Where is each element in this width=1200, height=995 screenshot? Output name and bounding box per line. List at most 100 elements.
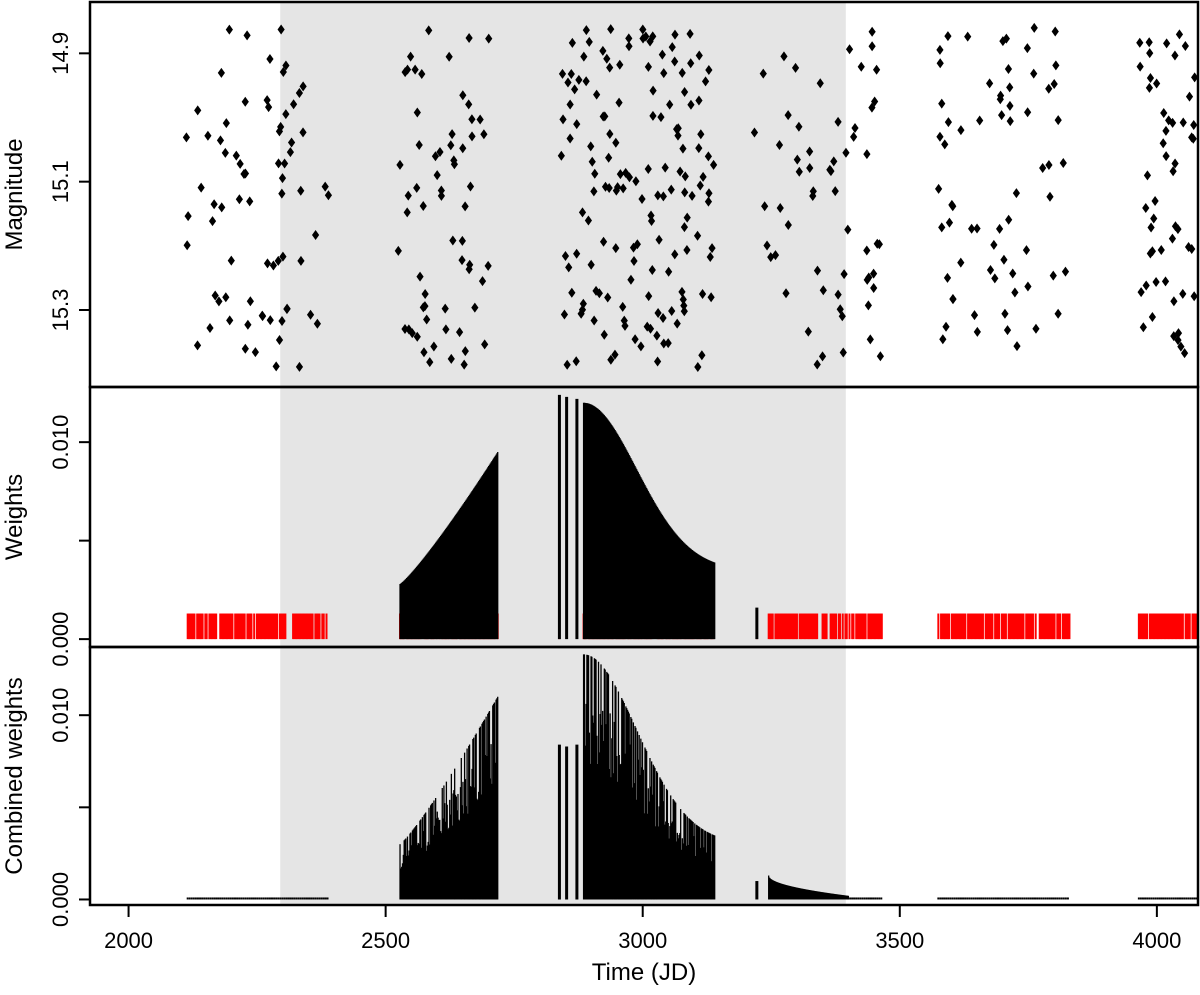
data-point xyxy=(275,334,284,345)
data-point xyxy=(863,149,871,160)
data-point xyxy=(587,141,595,152)
data-point xyxy=(208,216,217,227)
data-point xyxy=(678,67,686,78)
data-point xyxy=(631,334,639,345)
data-point xyxy=(1190,119,1198,130)
data-point xyxy=(941,139,949,150)
data-point xyxy=(216,135,225,146)
data-point xyxy=(698,350,706,361)
data-point xyxy=(222,118,230,129)
data-point xyxy=(572,356,580,367)
data-point xyxy=(619,301,627,312)
data-point xyxy=(600,329,608,340)
data-point xyxy=(225,24,233,35)
data-point xyxy=(795,166,803,177)
data-point xyxy=(476,114,484,125)
data-point xyxy=(263,95,271,106)
data-point xyxy=(938,222,946,233)
data-point xyxy=(1177,341,1185,352)
data-point xyxy=(413,107,421,118)
data-point xyxy=(431,151,440,162)
data-point xyxy=(1136,61,1144,72)
data-point xyxy=(585,36,593,47)
data-point xyxy=(1013,341,1021,352)
panel-frames xyxy=(88,0,1200,907)
data-point xyxy=(871,96,879,107)
data-point xyxy=(197,182,205,193)
data-point xyxy=(246,296,254,307)
data-point xyxy=(844,224,852,235)
data-point xyxy=(705,188,713,199)
data-point xyxy=(1150,213,1158,224)
data-point xyxy=(263,258,272,269)
data-point xyxy=(957,125,965,136)
data-point xyxy=(681,187,689,198)
data-point xyxy=(1181,41,1189,52)
data-point xyxy=(1170,296,1178,307)
data-point xyxy=(403,64,412,75)
data-point xyxy=(321,181,329,192)
data-point xyxy=(235,194,243,205)
data-point xyxy=(1185,91,1194,102)
data-point xyxy=(425,25,433,36)
data-point xyxy=(218,202,226,213)
data-point xyxy=(484,260,492,271)
data-point xyxy=(759,68,767,79)
data-point xyxy=(676,166,684,177)
data-point xyxy=(571,84,579,95)
data-point xyxy=(404,190,412,201)
data-point xyxy=(761,201,769,212)
data-point xyxy=(579,298,587,309)
data-point xyxy=(763,240,771,251)
data-point xyxy=(1190,291,1198,302)
data-point xyxy=(561,250,570,261)
data-point xyxy=(1152,277,1160,288)
data-point xyxy=(420,347,428,358)
data-point xyxy=(558,68,567,79)
data-point xyxy=(1023,43,1031,54)
data-point xyxy=(560,309,569,320)
data-point xyxy=(182,132,191,143)
data-point xyxy=(687,58,695,69)
data-point xyxy=(875,239,883,250)
data-point xyxy=(704,151,712,162)
data-point xyxy=(408,328,416,339)
data-point xyxy=(693,230,702,241)
data-point xyxy=(944,117,953,128)
chart-marks xyxy=(182,22,1199,900)
data-point xyxy=(577,308,585,319)
data-point xyxy=(582,25,590,36)
data-point xyxy=(851,123,859,134)
data-point xyxy=(943,272,952,283)
data-point xyxy=(665,266,673,277)
data-point xyxy=(416,271,424,282)
data-point xyxy=(614,182,622,193)
data-point xyxy=(813,265,822,276)
data-point xyxy=(403,207,411,218)
data-point xyxy=(695,143,703,154)
data-point xyxy=(948,199,956,210)
data-point xyxy=(573,119,581,130)
data-point xyxy=(297,255,305,266)
data-point xyxy=(1051,26,1059,37)
data-point xyxy=(466,181,475,192)
data-point xyxy=(459,143,467,154)
data-point xyxy=(413,182,421,193)
data-point xyxy=(278,315,286,326)
data-point xyxy=(688,190,696,201)
data-point xyxy=(313,318,321,329)
y-tick-label: 15.3 xyxy=(48,289,73,332)
highlight-band xyxy=(280,2,846,905)
data-point xyxy=(1146,48,1154,59)
data-point xyxy=(784,220,792,231)
data-point xyxy=(1174,224,1182,235)
data-point xyxy=(264,102,273,113)
data-point xyxy=(458,255,466,266)
data-point xyxy=(607,24,615,35)
data-point xyxy=(1024,281,1032,292)
data-point xyxy=(604,292,612,303)
data-point xyxy=(1169,117,1177,128)
data-point xyxy=(831,186,839,197)
y-tick-label: 0.000 xyxy=(48,872,73,927)
